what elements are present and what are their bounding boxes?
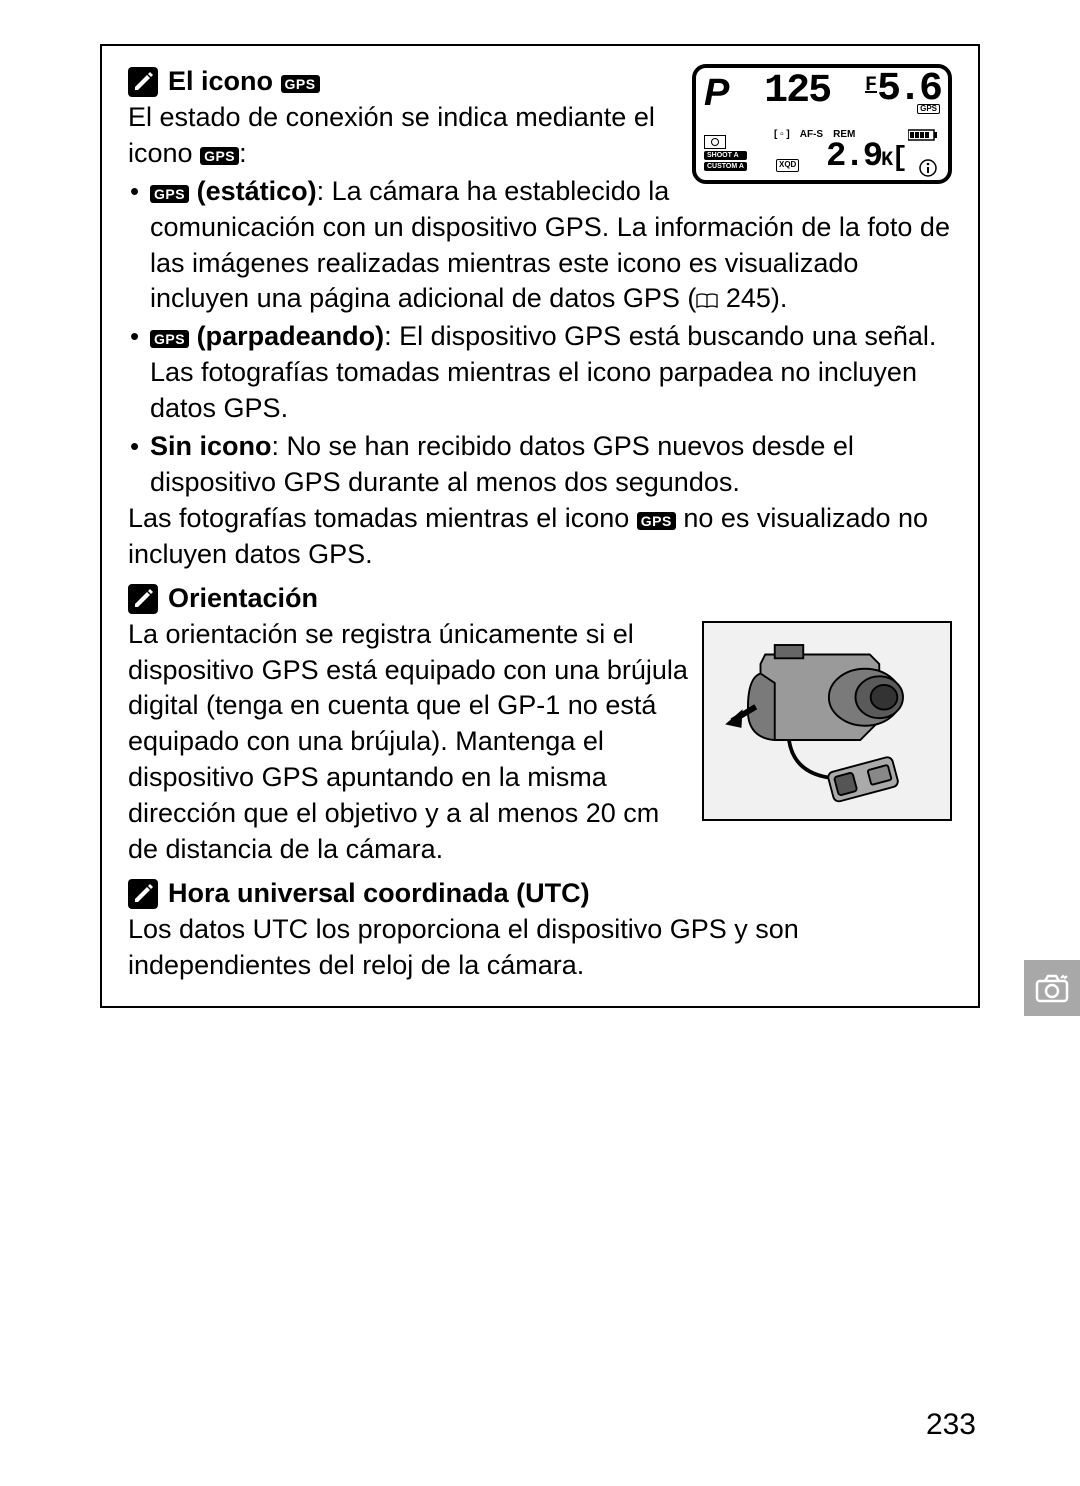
- outro-text: Las fotografías tomadas mientras el icon…: [128, 501, 952, 573]
- lcd-mode: P: [704, 74, 729, 112]
- gps-icon: GPS: [200, 147, 239, 165]
- gps-icon: GPS: [150, 330, 189, 348]
- section-title-orientation: Orientación: [128, 581, 952, 617]
- section-title-icon: El icono GPS: [128, 64, 678, 100]
- section-tab-camera: [1024, 960, 1080, 1016]
- camera-gps-illustration: [702, 621, 952, 821]
- gps-icon: GPS: [637, 512, 676, 530]
- pencil-icon: [128, 879, 158, 909]
- lcd-left-badges: SHOOT A CUSTOM A: [704, 135, 747, 172]
- utc-body: Los datos UTC los proporciona el disposi…: [128, 912, 952, 984]
- page-number: 233: [926, 1408, 976, 1442]
- bullet-noicon: Sin icono: No se han recibido datos GPS …: [128, 429, 952, 501]
- info-box: P 125 F5.6 GPS SHOOT A CUSTOM A [ ▫ ]: [100, 44, 980, 1008]
- battery-icon: [908, 128, 938, 142]
- pencil-icon: [128, 584, 158, 614]
- pencil-icon: [128, 67, 158, 97]
- gps-icon: GPS: [281, 75, 320, 93]
- metering-icon: [704, 135, 726, 149]
- section-title-icon-text: El icono GPS: [168, 64, 320, 100]
- section-title-utc: Hora universal coordinada (UTC): [128, 876, 952, 912]
- gps-icon: GPS: [150, 185, 189, 203]
- camera-lcd-illustration: P 125 F5.6 GPS SHOOT A CUSTOM A [ ▫ ]: [692, 64, 952, 184]
- bullet-static: GPS (estático): La cámara ha establecido…: [128, 174, 952, 318]
- lcd-shutter: 125: [764, 74, 830, 110]
- book-icon: [696, 283, 718, 299]
- bullet-blinking: GPS (parpadeando): El dispositivo GPS es…: [128, 319, 952, 427]
- lcd-aperture: F5.6: [865, 74, 940, 106]
- lcd-gps-icon: GPS: [917, 104, 940, 114]
- xqd-icon: XQD: [776, 159, 799, 172]
